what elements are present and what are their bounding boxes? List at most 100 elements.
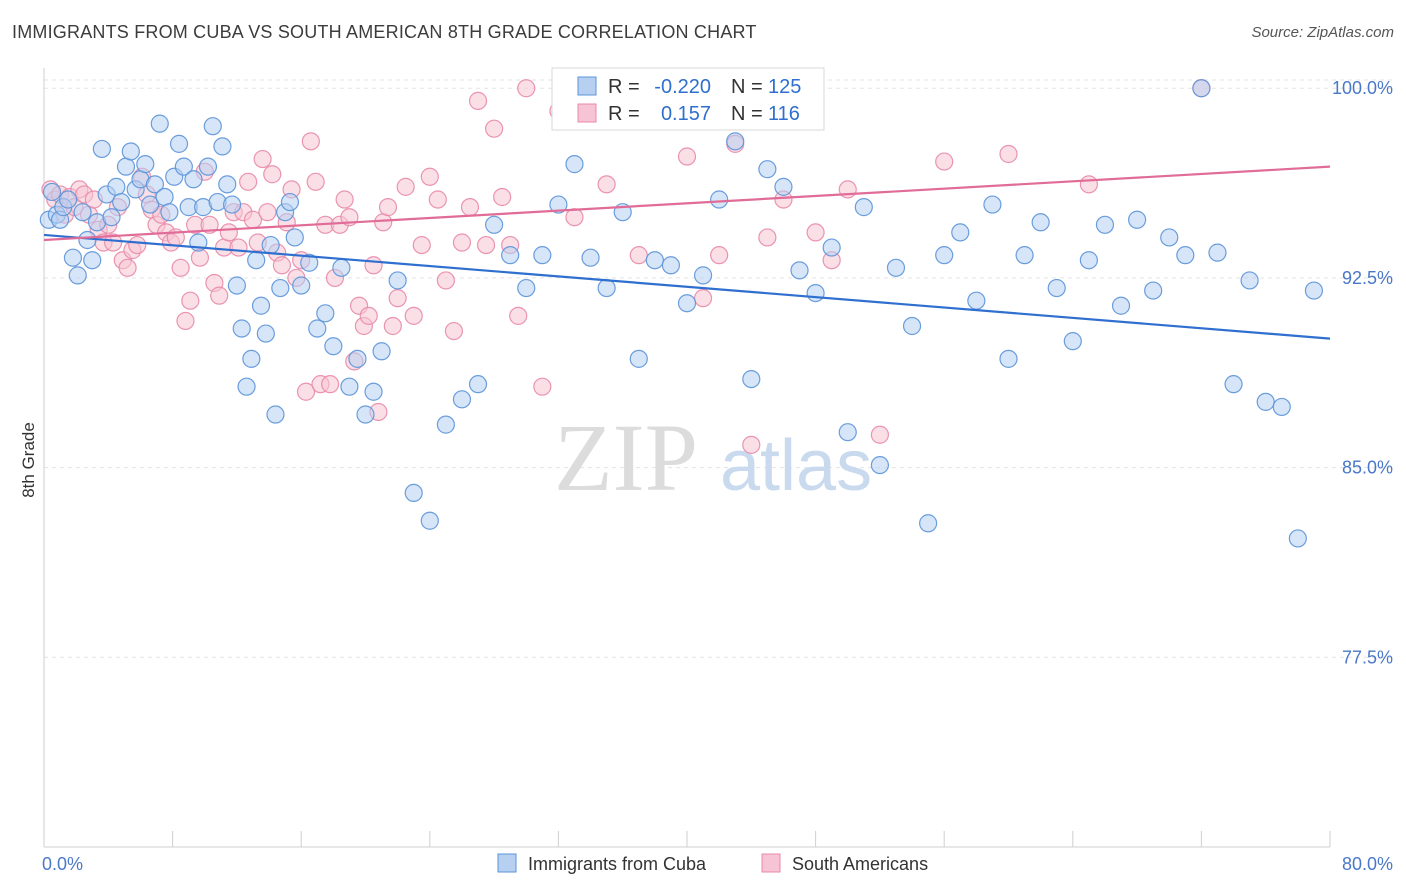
watermark: ZIP atlas bbox=[554, 404, 872, 511]
point-south-americans bbox=[742, 435, 761, 454]
point-cuba bbox=[710, 190, 729, 209]
point-south-americans bbox=[181, 291, 200, 310]
x-tick-label-min: 0.0% bbox=[42, 854, 83, 874]
point-cuba bbox=[308, 319, 327, 338]
point-cuba bbox=[517, 278, 536, 298]
point-cuba bbox=[1240, 271, 1259, 290]
point-cuba bbox=[285, 228, 304, 247]
point-cuba bbox=[677, 294, 697, 313]
point-south-americans bbox=[253, 149, 272, 169]
point-cuba bbox=[136, 155, 155, 174]
point-cuba bbox=[790, 261, 809, 280]
point-cuba bbox=[300, 253, 319, 272]
point-cuba bbox=[838, 423, 857, 442]
point-south-americans bbox=[420, 167, 439, 186]
stats-box: R = -0.220 N = 125 R = 0.157 N = 116 bbox=[551, 67, 825, 131]
point-south-americans bbox=[272, 256, 292, 275]
point-cuba bbox=[140, 195, 160, 214]
point-cuba bbox=[886, 258, 906, 277]
point-cuba bbox=[150, 114, 169, 133]
point-cuba bbox=[232, 319, 251, 338]
point-cuba bbox=[999, 349, 1018, 368]
point-south-americans bbox=[374, 213, 393, 232]
point-cuba bbox=[870, 455, 890, 475]
point-cuba bbox=[951, 223, 970, 242]
stats-r-value-cuba: -0.220 bbox=[654, 76, 711, 98]
point-cuba bbox=[1015, 246, 1034, 265]
point-south-americans bbox=[493, 187, 512, 207]
point-cuba bbox=[332, 258, 351, 277]
point-cuba bbox=[1111, 296, 1131, 315]
point-cuba bbox=[1144, 281, 1163, 300]
point-south-americans bbox=[388, 289, 407, 308]
point-south-americans bbox=[404, 306, 423, 325]
point-south-americans bbox=[999, 144, 1018, 164]
x-tick-label-max: 80.0% bbox=[1342, 854, 1393, 874]
point-south-americans bbox=[758, 228, 777, 247]
point-cuba bbox=[280, 192, 300, 212]
y-tick-label: 100.0% bbox=[1332, 78, 1393, 98]
point-cuba bbox=[1256, 392, 1275, 411]
point-cuba bbox=[436, 415, 455, 434]
point-cuba bbox=[1127, 210, 1147, 229]
point-cuba bbox=[145, 175, 165, 194]
point-cuba bbox=[693, 266, 713, 285]
point-cuba bbox=[774, 177, 793, 196]
point-south-americans bbox=[412, 235, 431, 255]
point-cuba bbox=[356, 405, 375, 424]
y-tick-label: 77.5% bbox=[1342, 647, 1393, 667]
point-cuba bbox=[485, 215, 504, 234]
point-cuba bbox=[348, 349, 367, 368]
point-cuba bbox=[854, 198, 873, 217]
point-south-americans bbox=[1079, 175, 1098, 194]
point-south-americans bbox=[263, 165, 282, 184]
stats-box-frame bbox=[551, 67, 825, 131]
legend-swatch-south-americans bbox=[761, 853, 781, 873]
point-cuba bbox=[316, 304, 335, 323]
legend: Immigrants from Cuba South Americans bbox=[497, 853, 928, 874]
point-cuba bbox=[92, 139, 111, 159]
legend-label-cuba: Immigrants from Cuba bbox=[528, 854, 707, 874]
point-south-americans bbox=[359, 306, 378, 325]
point-cuba bbox=[266, 405, 285, 424]
point-cuba bbox=[597, 278, 616, 298]
point-cuba bbox=[1192, 79, 1211, 98]
point-cuba bbox=[116, 157, 136, 176]
point-cuba bbox=[222, 195, 242, 214]
stats-r-label-south-americans: R = bbox=[608, 103, 640, 125]
point-cuba bbox=[155, 187, 174, 207]
point-south-americans bbox=[210, 286, 229, 305]
stats-n-value-cuba: 125 bbox=[768, 76, 801, 98]
point-cuba bbox=[1176, 246, 1195, 265]
point-cuba bbox=[203, 117, 222, 136]
point-cuba bbox=[806, 284, 825, 303]
point-south-americans bbox=[296, 382, 316, 401]
point-south-americans bbox=[190, 248, 210, 267]
point-cuba bbox=[174, 157, 193, 176]
legend-label-south-americans: South Americans bbox=[792, 854, 928, 874]
trend-line-south-americans bbox=[43, 165, 1331, 242]
point-south-americans bbox=[460, 198, 480, 217]
point-cuba bbox=[227, 276, 246, 295]
point-cuba bbox=[107, 177, 126, 196]
point-cuba bbox=[169, 134, 189, 153]
chart-title: IMMIGRANTS FROM CUBA VS SOUTH AMERICAN 8… bbox=[12, 22, 757, 42]
point-south-americans bbox=[806, 223, 825, 242]
point-cuba bbox=[292, 276, 311, 295]
point-south-americans bbox=[533, 377, 552, 396]
point-south-americans bbox=[176, 311, 195, 331]
point-cuba bbox=[1047, 278, 1066, 298]
point-cuba bbox=[1160, 228, 1179, 247]
point-cuba bbox=[549, 195, 568, 214]
point-south-americans bbox=[239, 172, 258, 191]
point-south-americans bbox=[219, 223, 238, 242]
stats-n-label-cuba: N = bbox=[731, 76, 763, 98]
point-cuba bbox=[242, 349, 261, 368]
point-south-americans bbox=[364, 256, 383, 275]
stats-n-label-south-americans: N = bbox=[731, 103, 763, 125]
point-cuba bbox=[1063, 332, 1082, 351]
point-cuba bbox=[1079, 251, 1098, 270]
point-south-americans bbox=[935, 152, 954, 171]
stats-r-value-south-americans: 0.157 bbox=[661, 103, 711, 125]
